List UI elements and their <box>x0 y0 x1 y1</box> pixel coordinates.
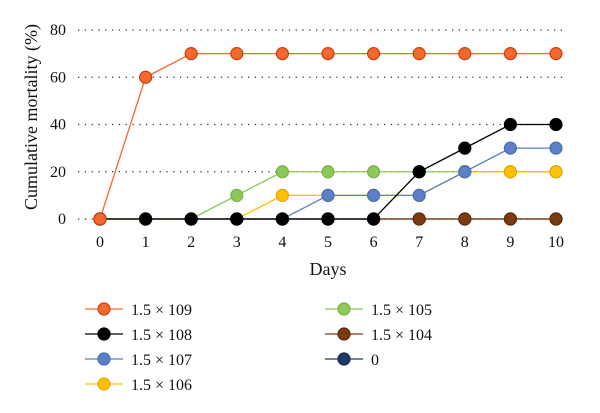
x-tick-label: 9 <box>506 234 514 251</box>
data-point <box>321 47 335 61</box>
x-tick-label: 3 <box>233 234 241 251</box>
series-group <box>93 47 563 226</box>
legend-marker <box>337 352 351 366</box>
legend-item: 1.5 × 105 <box>325 302 432 319</box>
data-point <box>412 165 426 179</box>
data-point <box>503 165 517 179</box>
legend-item: 1.5 × 104 <box>325 327 432 344</box>
y-tick-label: 60 <box>50 69 66 86</box>
series-1 <box>93 117 563 226</box>
data-point <box>549 212 563 226</box>
data-point <box>139 70 153 84</box>
data-point <box>503 47 517 61</box>
x-tick-label: 5 <box>324 234 332 251</box>
data-point <box>367 165 381 179</box>
y-tick-labels: 0 20 40 60 80 <box>50 22 66 228</box>
data-point <box>412 188 426 202</box>
data-point <box>458 165 472 179</box>
data-point <box>184 212 198 226</box>
legend-marker <box>97 377 111 391</box>
series-0 <box>93 47 563 226</box>
legend-item: 1.5 × 109 <box>85 302 192 319</box>
x-axis-title: Days <box>310 259 347 279</box>
legend-label: 1.5 × 104 <box>371 327 432 344</box>
data-point <box>549 141 563 155</box>
legend: 1.5 × 109 1.5 × 108 1.5 × 107 1.5 × 106 1.5 … <box>85 302 432 394</box>
y-tick-label: 40 <box>50 117 66 134</box>
x-tick-label: 0 <box>96 234 104 251</box>
y-tick-label: 0 <box>58 211 66 228</box>
x-tick-label: 6 <box>370 234 378 251</box>
legend-marker <box>97 327 111 341</box>
data-point <box>184 47 198 61</box>
legend-item: 1.5 × 106 <box>85 377 192 394</box>
legend-marker <box>97 352 111 366</box>
x-tick-label: 7 <box>415 234 423 251</box>
legend-item: 1.5 × 108 <box>85 327 192 344</box>
data-point <box>458 212 472 226</box>
data-point <box>93 212 107 226</box>
data-point <box>458 141 472 155</box>
legend-label: 0 <box>371 352 379 369</box>
y-axis-title: Cumulative mortality (%) <box>21 24 42 210</box>
y-tick-label: 80 <box>50 22 66 39</box>
x-tick-label: 2 <box>187 234 195 251</box>
legend-item: 0 <box>325 352 379 369</box>
data-point <box>321 212 335 226</box>
legend-label: 1.5 × 107 <box>131 352 192 369</box>
data-point <box>367 212 381 226</box>
data-point <box>549 117 563 132</box>
data-point <box>275 165 289 179</box>
legend-marker <box>337 302 351 316</box>
series-line <box>100 147 556 220</box>
legend-label: 1.5 × 105 <box>371 302 432 319</box>
data-point <box>367 188 381 202</box>
legend-label: 1.5 × 108 <box>131 327 192 344</box>
data-point <box>321 165 335 179</box>
data-point <box>549 47 563 61</box>
legend-marker <box>97 302 111 316</box>
legend-marker <box>337 327 351 341</box>
data-point <box>412 212 426 226</box>
gridlines <box>78 29 566 220</box>
x-tick-label: 4 <box>278 234 286 251</box>
legend-label: 1.5 × 109 <box>131 302 192 319</box>
data-point <box>275 47 289 61</box>
data-point <box>549 165 563 179</box>
data-point <box>503 141 517 155</box>
y-tick-label: 20 <box>50 164 66 181</box>
data-point <box>503 117 517 132</box>
x-tick-label: 10 <box>548 234 564 251</box>
data-point <box>458 47 472 61</box>
data-point <box>275 188 289 202</box>
x-tick-label: 1 <box>142 234 150 251</box>
legend-label: 1.5 × 106 <box>131 377 192 394</box>
data-point <box>412 47 426 61</box>
legend-item: 1.5 × 107 <box>85 352 192 369</box>
data-point <box>321 188 335 202</box>
x-tick-labels: 0 1 2 3 4 5 6 7 8 9 10 <box>96 234 564 251</box>
data-point <box>230 188 244 202</box>
data-point <box>367 47 381 61</box>
data-point <box>275 212 289 226</box>
x-tick-label: 8 <box>461 234 469 251</box>
data-point <box>230 47 244 61</box>
data-point <box>503 212 517 226</box>
data-point <box>139 212 153 226</box>
data-point <box>230 212 244 226</box>
